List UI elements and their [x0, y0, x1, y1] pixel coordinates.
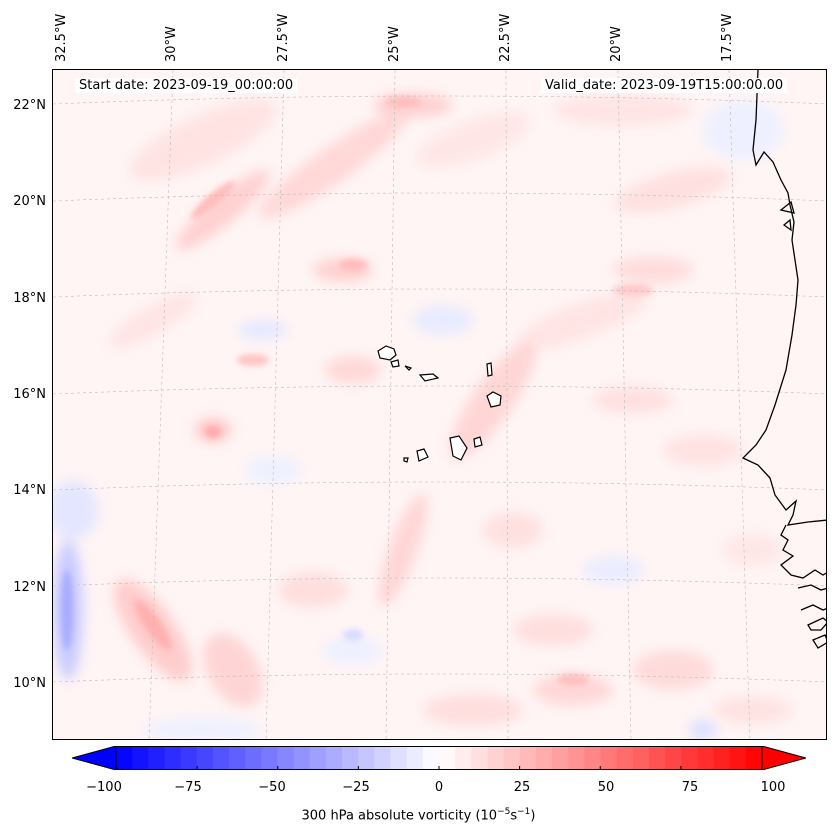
colorbar-level [648, 746, 666, 770]
colorbar-level [487, 746, 505, 770]
colorbar-tick-label: −100 [86, 780, 122, 795]
colorbar-level [325, 746, 343, 770]
lat-label-14n: 14°N [13, 483, 46, 498]
colorbar-level [180, 746, 198, 770]
colorbar-level [277, 746, 295, 770]
colorbar-level [245, 746, 262, 770]
cape-verde-islands [377, 345, 502, 463]
colorbar-level [293, 746, 311, 770]
colorbar-level [745, 746, 763, 770]
colorbar-tick-label: −50 [258, 780, 286, 795]
colorbar-level [406, 746, 424, 770]
colorbar-ticks [116, 766, 762, 770]
colorbar-level [196, 746, 214, 770]
lat-label-18n: 18°N [13, 291, 46, 306]
colorbar-level [471, 746, 488, 770]
colorbar-level [552, 746, 569, 770]
colorbar [72, 746, 806, 770]
colorbar-level [600, 746, 618, 770]
lon-label-20w: 20°W [609, 26, 624, 62]
colorbar-level [229, 746, 246, 770]
colorbar-tick-label: 50 [597, 780, 615, 795]
lon-label-17-5w: 17.5°W [720, 13, 735, 62]
colorbar-level [116, 746, 133, 770]
colorbar-level [713, 746, 731, 770]
lon-label-25w: 25°W [387, 26, 402, 62]
colorbar-level [422, 746, 440, 770]
lat-label-22n: 22°N [13, 98, 46, 113]
colorbar-level [665, 746, 682, 770]
lat-label-10n: 10°N [13, 676, 46, 691]
colorbar-label-unit: s [510, 808, 518, 824]
colorbar-min-extension [72, 746, 117, 770]
colorbar-level [584, 746, 601, 770]
colorbar-tick-label: 100 [760, 780, 786, 795]
colorbar-tick-label: 0 [434, 780, 444, 795]
colorbar-level [164, 746, 182, 770]
colorbar-level [390, 746, 408, 770]
map-gridlines [53, 70, 826, 739]
colorbar-level [342, 746, 359, 770]
colorbar-levels [116, 746, 763, 770]
colorbar-level [132, 746, 149, 770]
coastline [741, 70, 826, 649]
lon-label-32-5w: 32.5°W [54, 13, 69, 62]
colorbar-level [455, 746, 472, 770]
colorbar-label-exponent-2: −1 [517, 807, 531, 817]
colorbar-tick-label: −75 [174, 780, 202, 795]
colorbar-level [616, 746, 634, 770]
colorbar-max-extension [761, 746, 806, 770]
lat-label-12n: 12°N [13, 580, 46, 595]
colorbar-label-exponent-1: −5 [497, 807, 511, 817]
colorbar-level [729, 746, 747, 770]
valid-date-label: Valid_date: 2023-09-19T15:00:00.00 [541, 78, 788, 93]
colorbar-level [261, 746, 278, 770]
colorbar-level [212, 746, 230, 770]
colorbar-level [148, 746, 165, 770]
colorbar-level [503, 746, 521, 770]
lon-label-30w: 30°W [164, 26, 179, 62]
vorticity-map [53, 70, 826, 739]
colorbar-level [519, 746, 537, 770]
colorbar-level [439, 746, 456, 770]
colorbar-level [374, 746, 392, 770]
colorbar-level [535, 746, 553, 770]
colorbar-level [309, 746, 327, 770]
lon-label-27-5w: 27.5°W [276, 13, 291, 62]
colorbar-level [681, 746, 698, 770]
colorbar-tick-label: 25 [513, 780, 531, 795]
lat-label-20n: 20°N [13, 194, 46, 209]
map-panel[interactable] [52, 69, 827, 740]
start-date-label: Start date: 2023-09-19_00:00:00 [75, 78, 298, 93]
colorbar-label-suffix: ) [530, 808, 536, 824]
lon-label-22-5w: 22.5°W [498, 13, 513, 62]
colorbar-label: 300 hPa absolute vorticity (10−5s−1) [0, 807, 837, 823]
colorbar-label-prefix: 300 hPa absolute vorticity (10 [301, 808, 498, 824]
colorbar-level [697, 746, 715, 770]
vorticity-field-strong [61, 97, 653, 686]
colorbar-level [358, 746, 375, 770]
lat-label-16n: 16°N [13, 387, 46, 402]
colorbar-tick-label: 75 [681, 780, 699, 795]
colorbar-tick-label: −25 [342, 780, 370, 795]
colorbar-level [568, 746, 585, 770]
colorbar-level [632, 746, 650, 770]
